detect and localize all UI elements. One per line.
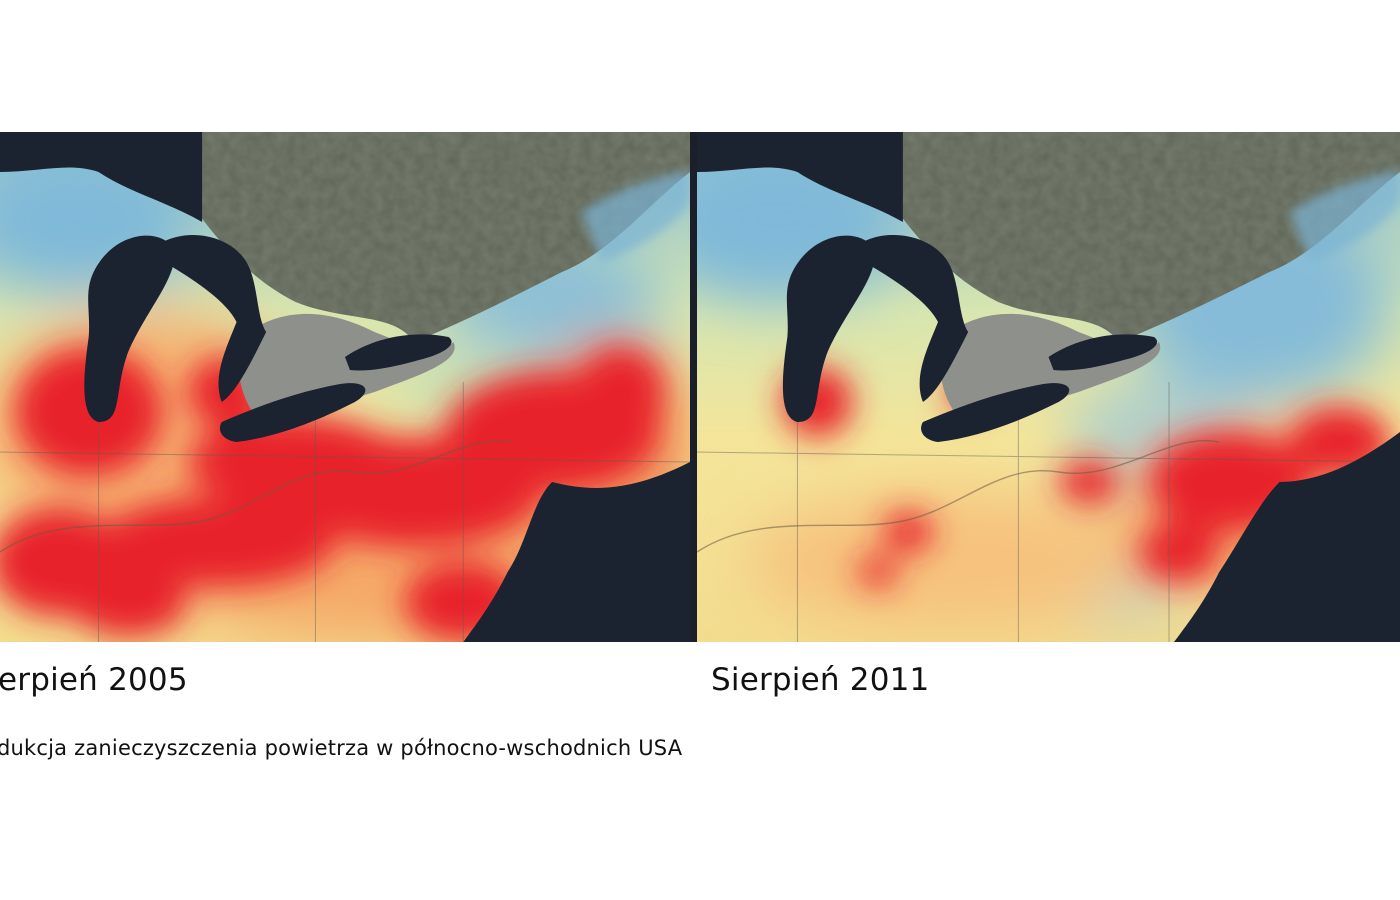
pollution-high-layer (0, 347, 666, 642)
pollution-map-2011 (697, 132, 1400, 642)
pollution-map-2005 (0, 132, 690, 642)
ontario-peninsula (238, 313, 455, 418)
lake-superior (0, 132, 203, 222)
lake-michigan (84, 235, 175, 422)
atlantic-ocean (463, 462, 690, 642)
road-line (0, 440, 513, 553)
lake-huron (862, 234, 969, 402)
lake-ontario (345, 334, 452, 371)
state-borders (697, 372, 1400, 642)
atlantic-ocean (1174, 432, 1400, 642)
ontario-peninsula (940, 313, 1161, 418)
lake-superior (697, 132, 903, 222)
lake-ontario (1048, 334, 1158, 371)
caption-text: dukcja zanieczyszczenia powietrza w półn… (0, 736, 683, 760)
map-label-2005: erpień 2005 (0, 662, 188, 698)
lake-erie (921, 383, 1070, 442)
map-label-2011: Sierpień 2011 (711, 662, 930, 698)
lake-erie (219, 383, 366, 442)
state-borders (0, 372, 690, 642)
lake-huron (162, 234, 267, 402)
road-line (697, 440, 1220, 553)
panel-divider (690, 132, 697, 642)
lake-michigan (782, 235, 875, 422)
map-panel-2005 (0, 132, 690, 642)
map-panel-2011 (697, 132, 1400, 642)
